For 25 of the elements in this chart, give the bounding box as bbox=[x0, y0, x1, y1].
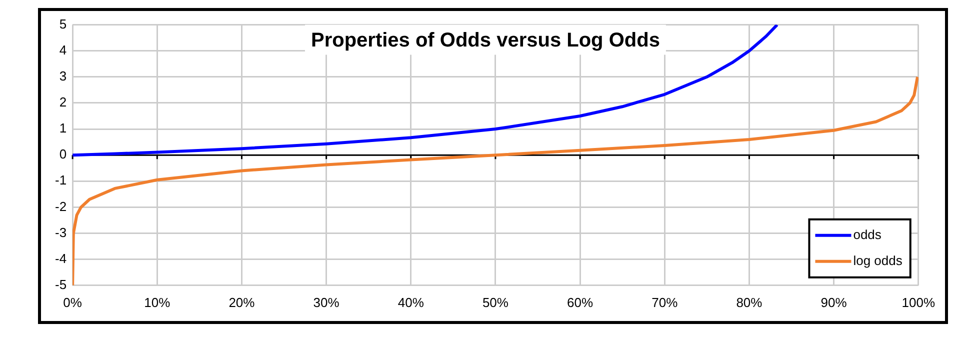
y-tick-label: 0 bbox=[59, 146, 67, 162]
y-tick-label: 2 bbox=[59, 94, 67, 110]
x-tick-label: 80% bbox=[736, 294, 763, 310]
x-tick-label: 0% bbox=[63, 294, 82, 310]
x-tick-label: 70% bbox=[652, 294, 678, 310]
legend-label: log odds bbox=[853, 252, 903, 268]
y-tick-label: -4 bbox=[54, 250, 67, 266]
x-tick-label: 100% bbox=[902, 294, 936, 310]
x-tick-label: 10% bbox=[144, 294, 171, 310]
y-tick-label: 4 bbox=[59, 42, 67, 58]
x-tick-label: 30% bbox=[313, 294, 340, 310]
y-tick-label: 3 bbox=[59, 68, 67, 84]
x-tick-label: 50% bbox=[482, 294, 509, 310]
y-tick-label: 1 bbox=[59, 120, 67, 136]
x-tick-label: 60% bbox=[567, 294, 594, 310]
y-tick-label: -1 bbox=[54, 172, 67, 188]
chart-title: Properties of Odds versus Log Odds bbox=[310, 29, 660, 52]
y-tick-label: -2 bbox=[54, 198, 67, 214]
y-tick-label: -3 bbox=[54, 224, 67, 240]
x-tick-label: 90% bbox=[820, 294, 848, 310]
y-tick-label: -5 bbox=[54, 276, 67, 292]
x-tick-label: 20% bbox=[228, 294, 256, 310]
x-tick-label: 40% bbox=[398, 294, 424, 310]
legend-label: odds bbox=[853, 226, 882, 242]
y-tick-label: 5 bbox=[59, 16, 67, 32]
